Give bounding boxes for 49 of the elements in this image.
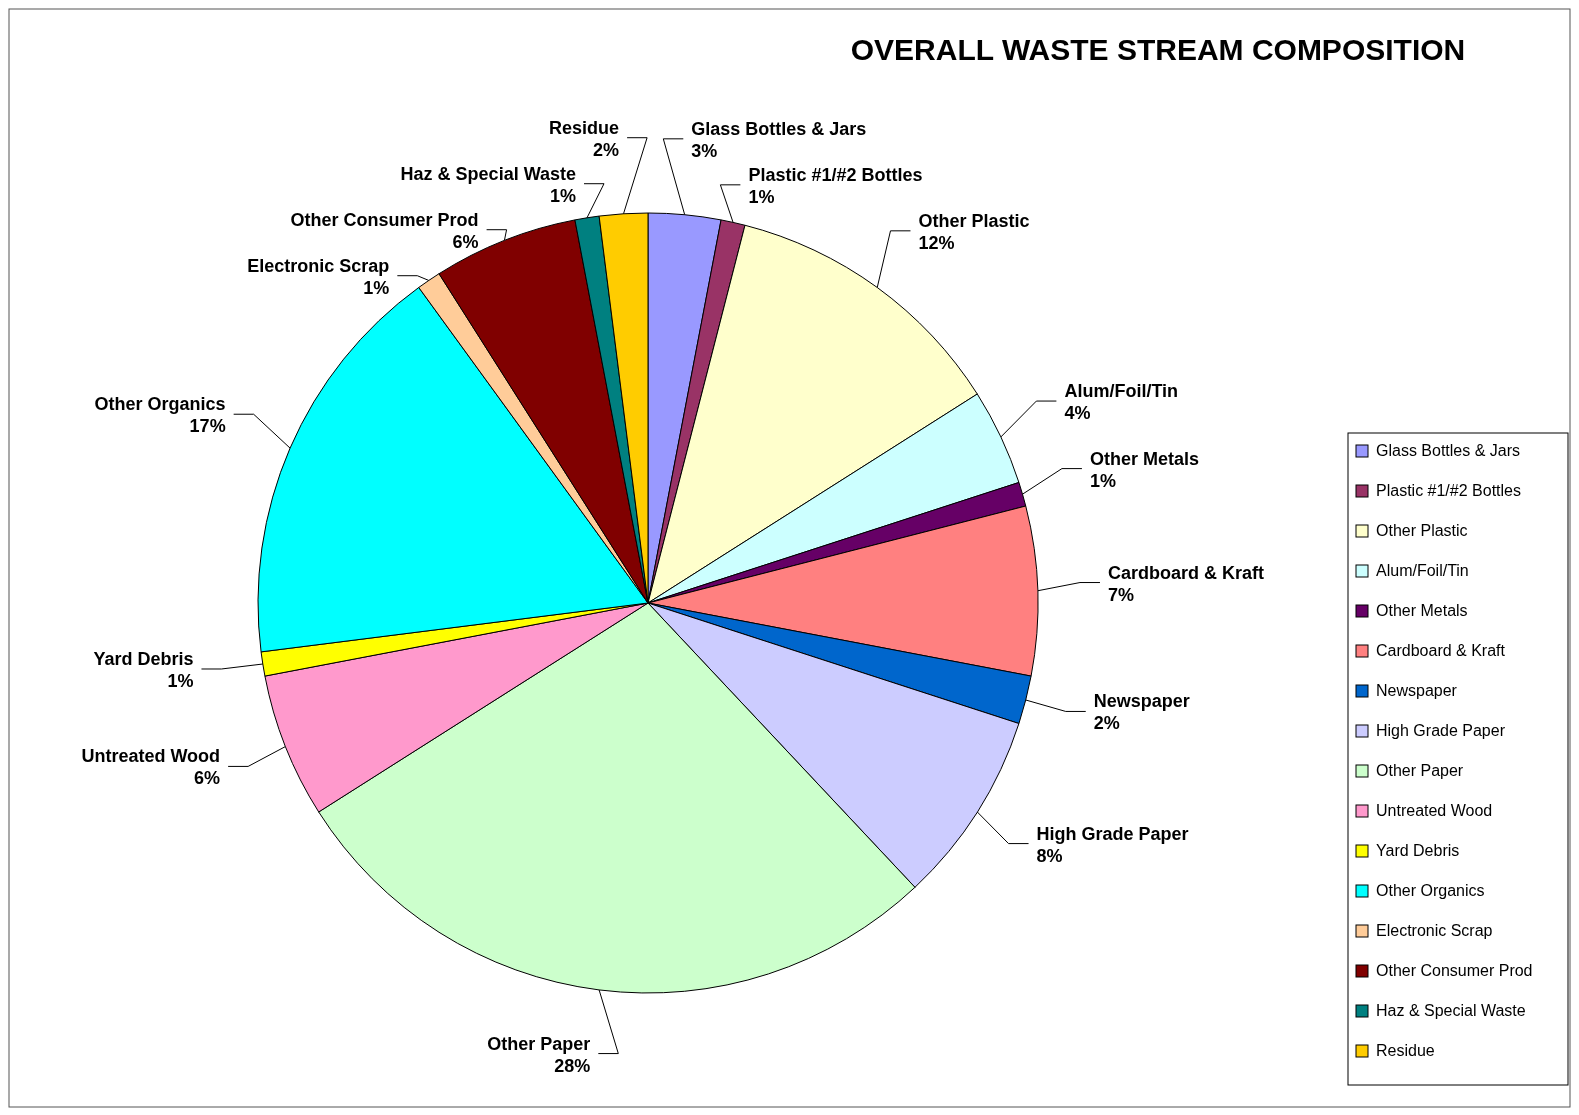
legend-label: Plastic #1/#2 Bottles <box>1376 482 1521 499</box>
slice-label: Alum/Foil/Tin <box>1064 381 1179 402</box>
legend-label: Other Plastic <box>1376 522 1468 539</box>
slice-label: Other Paper <box>487 1033 591 1054</box>
chart-title: OVERALL WASTE STREAM COMPOSITION <box>850 33 1466 66</box>
data-label: 28% <box>554 1055 591 1076</box>
data-label: 8% <box>1036 845 1063 866</box>
legend-label: Untreated Wood <box>1376 802 1493 819</box>
data-label: 1% <box>167 670 194 691</box>
legend-label: Residue <box>1376 1042 1435 1059</box>
data-label: 12% <box>918 232 955 253</box>
slice-label: Other Consumer Prod <box>290 209 479 230</box>
legend-label: High Grade Paper <box>1376 722 1506 739</box>
slice-label: High Grade Paper <box>1036 823 1189 844</box>
legend-label: Alum/Foil/Tin <box>1376 562 1469 579</box>
data-label: 1% <box>1089 470 1116 491</box>
legend-label: Glass Bottles & Jars <box>1376 442 1521 459</box>
slice-label: Other Metals <box>1089 448 1199 469</box>
slice-label: Newspaper <box>1093 691 1190 712</box>
slice-label: Other Plastic <box>918 210 1030 231</box>
data-label: 2% <box>1093 713 1120 734</box>
data-label: 6% <box>194 768 221 789</box>
slice-label: Electronic Scrap <box>247 255 390 276</box>
slice-label: Yard Debris <box>93 648 194 669</box>
data-label: 2% <box>593 139 620 160</box>
data-label: 17% <box>189 416 226 437</box>
slice-label: Cardboard & Kraft <box>1107 562 1264 583</box>
data-label: 4% <box>1064 403 1091 424</box>
data-label: 1% <box>748 186 775 207</box>
legend-label: Haz & Special Waste <box>1376 1002 1526 1019</box>
legend-label: Yard Debris <box>1376 842 1460 859</box>
data-label: 6% <box>452 231 479 252</box>
legend-label: Newspaper <box>1376 682 1458 699</box>
slice-label: Residue <box>549 117 620 138</box>
slice-label: Plastic #1/#2 Bottles <box>748 164 923 185</box>
legend-label: Other Consumer Prod <box>1376 962 1533 979</box>
data-label: 1% <box>363 277 390 298</box>
slice-label: Other Organics <box>94 394 226 415</box>
legend-label: Cardboard & Kraft <box>1376 642 1506 659</box>
legend-label: Electronic Scrap <box>1376 922 1493 939</box>
legend-label: Other Paper <box>1376 762 1464 779</box>
legend-label: Other Metals <box>1376 602 1468 619</box>
data-label: 3% <box>691 140 718 161</box>
slice-label: Haz & Special Waste <box>400 163 577 184</box>
data-label: 1% <box>549 185 577 206</box>
slice-label: Untreated Wood <box>81 746 221 767</box>
data-label: 7% <box>1107 584 1134 605</box>
slice-label: Glass Bottles & Jars <box>691 118 867 139</box>
legend-label: Other Organics <box>1376 882 1485 899</box>
